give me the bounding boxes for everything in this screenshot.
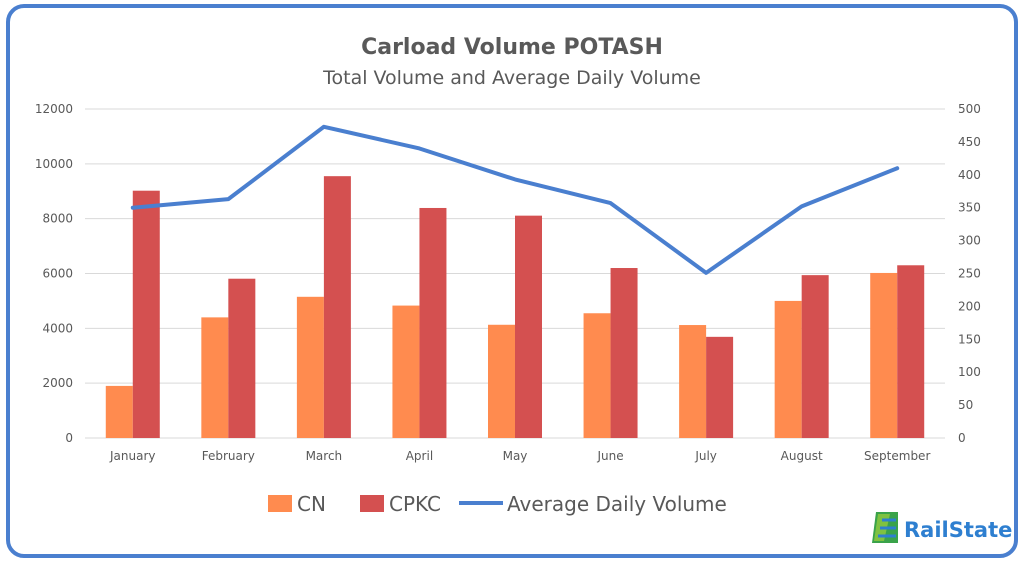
bar-cpkc: [132, 190, 160, 438]
y-right-tick-label: 250: [958, 267, 981, 281]
bar-cpkc: [323, 176, 351, 438]
bar-cn: [774, 300, 802, 438]
y-right-tick-label: 400: [958, 168, 981, 182]
legend-swatch-cn: [268, 495, 292, 512]
x-tick-label: January: [109, 449, 156, 463]
y-right-tick-label: 50: [958, 398, 973, 412]
x-tick-label: March: [306, 449, 343, 463]
y-left-tick-label: 6000: [42, 267, 73, 281]
bar-cpkc: [610, 268, 638, 438]
x-tick-label: April: [406, 449, 433, 463]
bars: [105, 176, 925, 438]
chart-title: Carload Volume POTASH: [361, 35, 663, 60]
legend-label-cn: CN: [297, 492, 326, 516]
y-left-tick-label: 12000: [35, 102, 73, 116]
x-tick-label: May: [503, 449, 528, 463]
railstate-logo: RailState: [872, 512, 1012, 543]
y-right-tick-label: 100: [958, 365, 981, 379]
y-axis-left: 0 2000 4000 6000 8000 10000 12000: [35, 102, 73, 445]
line-series: [130, 124, 900, 275]
y-left-tick-label: 0: [65, 431, 73, 445]
legend-label-cpkc: CPKC: [389, 492, 441, 516]
bar-cn: [488, 324, 515, 438]
x-tick-label: August: [781, 449, 823, 463]
y-right-tick-label: 150: [958, 332, 981, 346]
legend-label-average-daily-volume: Average Daily Volume: [507, 492, 727, 516]
bar-cn: [296, 296, 324, 438]
legend-swatch-cpkc: [360, 495, 384, 512]
bar-cpkc: [897, 265, 925, 438]
x-tick-label: July: [694, 449, 717, 463]
y-right-tick-label: 200: [958, 299, 981, 313]
bar-cpkc: [706, 336, 734, 438]
x-tick-label: February: [202, 449, 255, 463]
bar-cpkc: [801, 275, 829, 438]
bar-cn: [105, 385, 133, 438]
y-left-tick-label: 10000: [35, 157, 73, 171]
railstate-logo-text: RailState: [904, 518, 1012, 542]
y-right-tick-label: 300: [958, 234, 981, 248]
bar-cn: [201, 317, 229, 438]
y-left-tick-label: 4000: [42, 321, 73, 335]
bar-cpkc: [228, 278, 256, 438]
bar-cn: [870, 272, 898, 438]
railstate-logo-icon: [872, 512, 898, 543]
y-right-tick-label: 450: [958, 135, 981, 149]
x-tick-label: September: [864, 449, 930, 463]
y-left-tick-label: 2000: [42, 376, 73, 390]
x-axis-labels: January February March April May June July Augu…: [109, 449, 930, 463]
average-daily-volume-line: [130, 124, 900, 275]
chart-subtitle: Total Volume and Average Daily Volume: [322, 67, 701, 89]
y-right-tick-label: 0: [958, 431, 966, 445]
bar-cpkc: [515, 215, 542, 438]
y-right-tick-label: 350: [958, 201, 981, 215]
bar-cn: [679, 325, 707, 438]
chart-frame: [6, 4, 1018, 558]
y-axis-right: 0 50 100 150 200 250 300 350 400 450 500: [958, 102, 981, 445]
bar-cpkc: [419, 207, 447, 438]
bar-cn: [392, 305, 420, 438]
y-left-tick-label: 8000: [42, 212, 73, 226]
bar-cn: [583, 313, 611, 438]
x-tick-label: June: [596, 449, 623, 463]
legend: CN CPKC Average Daily Volume: [268, 492, 727, 516]
y-right-tick-label: 500: [958, 102, 981, 116]
